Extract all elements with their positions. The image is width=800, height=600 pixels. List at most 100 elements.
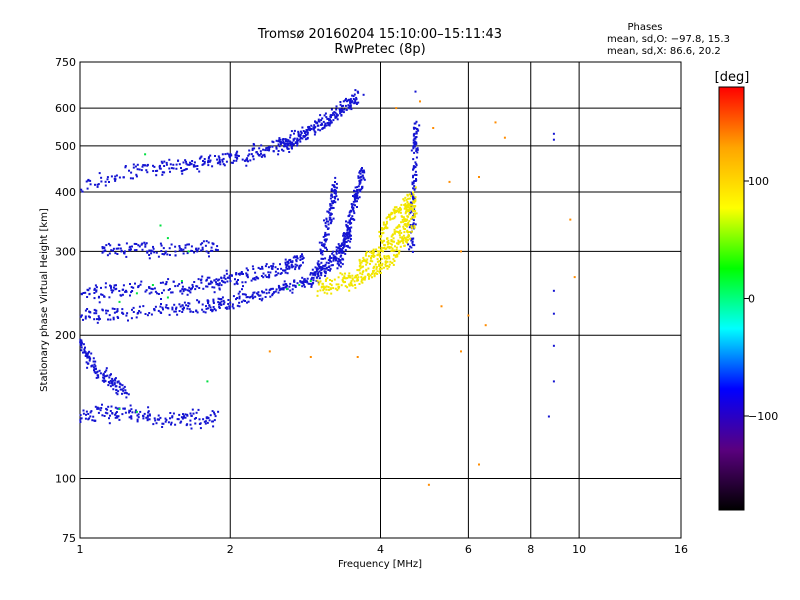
data-point [87,413,90,415]
data-point [413,137,416,140]
data-point [204,244,207,247]
data-point [96,406,99,409]
data-point [144,243,147,246]
data-point [117,415,120,418]
data-point [224,277,227,280]
data-point [105,244,108,247]
data-point [382,223,385,226]
data-point [282,149,285,152]
data-point [290,143,292,146]
data-point [85,413,87,416]
data-point [248,296,251,299]
data-point [329,122,332,125]
data-point [343,245,345,248]
data-point [192,311,195,313]
data-point [376,260,379,263]
data-point [103,247,106,250]
data-point [121,392,123,395]
data-point [334,190,337,193]
data-point [140,280,143,283]
data-point [137,285,140,288]
data-point [148,413,151,416]
data-point [291,291,294,294]
data-point [348,272,351,275]
data-point [108,376,111,379]
data-point [338,264,341,267]
data-point [386,216,389,219]
data-point [175,307,177,310]
data-point [289,134,292,137]
data-point [552,344,555,347]
y-tick-label: 75 [62,532,76,545]
data-point [316,122,319,125]
data-point [86,353,89,356]
data-point [228,274,231,277]
data-point [218,306,221,308]
data-point [356,274,359,276]
data-point [132,166,135,169]
data-point [89,411,92,414]
data-point [211,410,214,413]
data-point [388,256,391,259]
data-point [318,241,321,244]
data-point [294,142,297,144]
data-point [337,287,340,290]
data-point [299,256,302,259]
data-point [317,124,320,127]
data-point [195,249,198,252]
data-point [123,385,126,388]
data-point [337,283,340,286]
data-point [296,142,299,145]
data-point [310,124,313,127]
data-point [360,175,363,178]
data-point [412,216,415,219]
data-point [309,273,312,276]
data-point [82,343,85,346]
data-point [106,178,109,181]
data-point [344,285,347,288]
data-point [190,427,193,430]
data-point [376,270,379,273]
data-point [321,282,324,285]
data-point [258,298,261,300]
data-point [364,275,367,278]
data-point [412,139,415,142]
data-point [415,131,418,134]
data-point [97,411,100,414]
data-points [79,89,576,486]
data-point [345,108,348,111]
data-point [381,241,384,244]
data-point [332,250,335,253]
data-point [383,246,386,249]
data-point [331,114,334,117]
data-point [184,244,187,247]
data-point [165,161,168,164]
data-point [150,313,153,316]
data-point [287,262,290,265]
data-point [112,247,115,250]
data-point [394,245,396,248]
data-point [409,201,412,204]
data-point [354,99,357,102]
data-point [353,212,356,215]
data-point [414,196,417,199]
data-point [379,265,382,268]
data-point [130,286,133,289]
data-point [393,208,396,211]
data-point [164,252,167,255]
data-point [356,186,359,189]
data-point [344,235,347,238]
data-point [106,254,109,257]
data-point [294,286,297,288]
data-point [324,267,326,270]
data-point [88,310,91,313]
data-point [349,101,352,104]
data-point [111,377,114,380]
data-point [288,142,291,145]
data-point [349,238,352,240]
data-point [258,294,261,297]
data-point [265,276,268,278]
data-point [159,416,162,419]
data-point [329,204,332,207]
data-point [212,306,215,308]
